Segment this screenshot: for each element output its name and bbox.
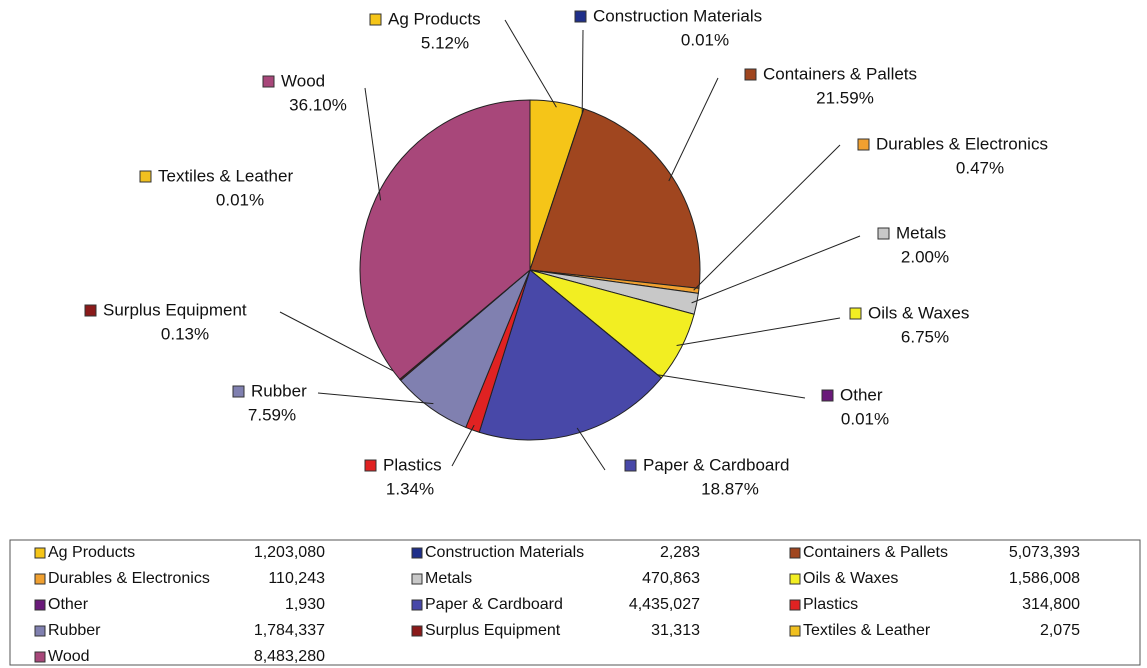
pie-slice — [359, 99, 531, 380]
slice-label: Rubber — [251, 381, 307, 400]
table-swatch — [34, 599, 46, 611]
slice-value-label: 0.47% — [956, 158, 1004, 177]
table-amount: 1,586,008 — [1009, 570, 1080, 587]
table-amount: 2,075 — [1040, 622, 1080, 639]
legend-swatch — [849, 307, 862, 320]
table-amount: 5,073,393 — [1009, 544, 1080, 561]
leader-line — [279, 311, 405, 377]
pie-slice — [478, 269, 663, 441]
table-swatch — [789, 625, 801, 637]
leader-line — [451, 424, 475, 467]
leader-line — [504, 19, 557, 108]
table-swatch — [34, 625, 46, 637]
legend-swatch — [877, 227, 890, 240]
leader-line — [576, 427, 606, 471]
table-amount: 2,283 — [660, 544, 700, 561]
slice-label: Paper & Cardboard — [643, 455, 789, 474]
slice-value-label: 1.34% — [386, 479, 434, 498]
slice-value-label: 0.01% — [681, 30, 729, 49]
table-swatch — [789, 573, 801, 585]
slice-label: Ag Products — [388, 9, 481, 28]
table-amount: 314,800 — [1022, 596, 1080, 613]
legend-swatch — [262, 75, 275, 88]
table-name: Oils & Waxes — [803, 570, 898, 587]
table-swatch — [34, 651, 46, 663]
table-amount: 31,313 — [651, 622, 700, 639]
table-name: Rubber — [48, 622, 101, 639]
table-name: Surplus Equipment — [425, 622, 561, 639]
legend-swatch — [744, 68, 757, 81]
slice-value-label: 0.01% — [216, 190, 264, 209]
leader-line — [693, 144, 841, 291]
legend-swatch — [857, 138, 870, 151]
table-amount: 1,784,337 — [254, 622, 325, 639]
table-name: Metals — [425, 570, 472, 587]
table-amount: 1,203,080 — [254, 544, 325, 561]
table-name: Paper & Cardboard — [425, 596, 563, 613]
table-swatch — [411, 625, 423, 637]
table-amount: 8,483,280 — [254, 648, 325, 665]
table-amount: 4,435,027 — [629, 596, 700, 613]
slice-label: Surplus Equipment — [103, 300, 247, 319]
table-name: Other — [48, 596, 89, 613]
table-name: Textiles & Leather — [803, 622, 931, 639]
table-swatch — [411, 547, 423, 559]
legend-swatch — [84, 304, 97, 317]
slice-label: Other — [840, 385, 883, 404]
table-swatch — [411, 599, 423, 611]
table-name: Durables & Electronics — [48, 570, 210, 587]
pie-slice — [529, 108, 701, 289]
legend-swatch — [232, 385, 245, 398]
slice-value-label: 6.75% — [901, 327, 949, 346]
legend-box — [9, 539, 1141, 666]
slice-label: Oils & Waxes — [868, 303, 969, 322]
slice-value-label: 2.00% — [901, 247, 949, 266]
slice-value-label: 0.01% — [841, 409, 889, 428]
leader-line — [581, 29, 584, 114]
slice-value-label: 7.59% — [248, 405, 296, 424]
table-name: Wood — [48, 648, 90, 665]
table-swatch — [34, 573, 46, 585]
legend-swatch — [821, 389, 834, 402]
slice-label: Plastics — [383, 455, 442, 474]
legend-swatch — [364, 459, 377, 472]
table-amount: 1,930 — [285, 596, 325, 613]
legend-swatch — [369, 13, 382, 26]
leader-line — [317, 392, 434, 405]
legend-swatch — [139, 170, 152, 183]
leader-line — [691, 235, 861, 304]
slice-value-label: 36.10% — [289, 95, 347, 114]
slice-value-label: 21.59% — [816, 88, 874, 107]
table-swatch — [789, 547, 801, 559]
legend-swatch — [574, 10, 587, 23]
slice-value-label: 5.12% — [421, 33, 469, 52]
legend-swatch — [624, 459, 637, 472]
table-name: Containers & Pallets — [803, 544, 948, 561]
table-name: Ag Products — [48, 544, 135, 561]
table-name: Construction Materials — [425, 544, 584, 561]
table-swatch — [789, 599, 801, 611]
leader-line — [657, 374, 806, 399]
leader-line — [364, 87, 382, 201]
leader-line — [676, 317, 841, 346]
table-amount: 110,243 — [268, 570, 325, 587]
slice-value-label: 0.13% — [161, 324, 209, 343]
slice-label: Construction Materials — [593, 6, 762, 25]
slice-label: Wood — [281, 71, 325, 90]
slice-value-label: 18.87% — [701, 479, 759, 498]
table-amount: 470,863 — [642, 570, 700, 587]
slice-label: Containers & Pallets — [763, 64, 917, 83]
table-swatch — [34, 547, 46, 559]
slice-label: Metals — [896, 223, 946, 242]
table-name: Plastics — [803, 596, 858, 613]
slice-label: Durables & Electronics — [876, 134, 1048, 153]
slice-label: Textiles & Leather — [158, 166, 293, 185]
leader-line — [668, 77, 719, 182]
table-swatch — [411, 573, 423, 585]
